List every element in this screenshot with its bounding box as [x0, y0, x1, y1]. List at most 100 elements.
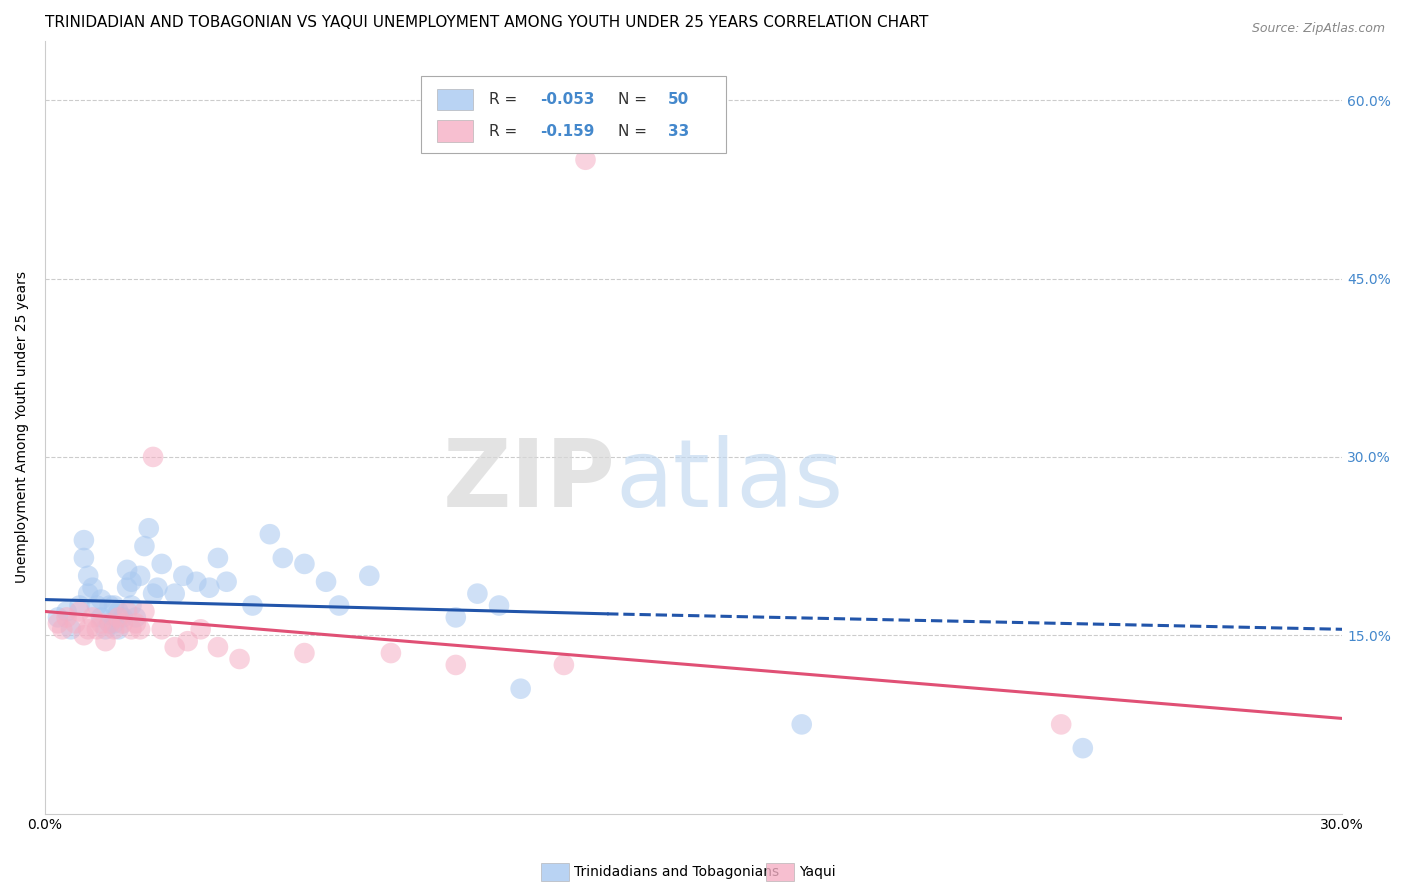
Text: Yaqui: Yaqui	[799, 865, 835, 880]
Text: R =: R =	[489, 92, 522, 107]
Point	[142, 587, 165, 601]
Point	[107, 622, 129, 636]
Point	[69, 604, 91, 618]
Point	[115, 581, 138, 595]
Point	[228, 652, 250, 666]
Point	[59, 622, 82, 636]
Point	[90, 616, 112, 631]
Text: R =: R =	[489, 124, 522, 139]
Point	[294, 646, 316, 660]
Point	[77, 587, 100, 601]
Point	[55, 604, 77, 618]
Point	[790, 717, 813, 731]
Point	[55, 610, 77, 624]
Point	[271, 551, 294, 566]
Point	[46, 610, 69, 624]
Point	[259, 527, 281, 541]
Point	[553, 657, 575, 672]
Point	[82, 610, 104, 624]
Point	[51, 622, 73, 636]
Point	[120, 574, 142, 589]
Point	[65, 616, 87, 631]
Point	[138, 521, 160, 535]
Point	[107, 604, 129, 618]
Point	[73, 551, 96, 566]
Point	[77, 569, 100, 583]
Point	[1071, 741, 1094, 756]
Text: -0.053: -0.053	[540, 92, 595, 107]
Point	[129, 569, 152, 583]
Point	[120, 599, 142, 613]
Point	[574, 153, 596, 167]
Text: 33: 33	[668, 124, 689, 139]
Point	[111, 616, 134, 631]
Bar	[437, 89, 472, 111]
Point	[77, 622, 100, 636]
Point	[125, 616, 148, 631]
Point	[207, 640, 229, 654]
Point	[90, 592, 112, 607]
Point	[444, 610, 467, 624]
Text: -0.159: -0.159	[540, 124, 595, 139]
Point	[186, 574, 208, 589]
Point	[69, 599, 91, 613]
Text: atlas: atlas	[616, 435, 844, 527]
Point	[98, 616, 121, 631]
Point	[163, 587, 186, 601]
Point	[98, 616, 121, 631]
Point	[103, 616, 125, 631]
Point	[129, 622, 152, 636]
Point	[82, 581, 104, 595]
Point	[46, 616, 69, 631]
Point	[115, 563, 138, 577]
Point	[380, 646, 402, 660]
Point	[294, 557, 316, 571]
Point	[176, 634, 198, 648]
Bar	[422, 76, 725, 153]
Point	[467, 587, 489, 601]
Point	[509, 681, 531, 696]
Point	[86, 622, 108, 636]
Point	[150, 622, 173, 636]
Point	[146, 581, 169, 595]
Point	[207, 551, 229, 566]
Text: Source: ZipAtlas.com: Source: ZipAtlas.com	[1251, 22, 1385, 36]
Point	[190, 622, 212, 636]
Point	[115, 604, 138, 618]
Point	[73, 533, 96, 548]
Text: ZIP: ZIP	[443, 435, 616, 527]
Point	[488, 599, 510, 613]
Point	[198, 581, 221, 595]
Point	[90, 610, 112, 624]
Point	[107, 610, 129, 624]
Point	[242, 599, 264, 613]
Point	[103, 599, 125, 613]
Point	[86, 599, 108, 613]
Point	[172, 569, 194, 583]
Point	[103, 622, 125, 636]
Text: N =: N =	[619, 92, 652, 107]
Point	[315, 574, 337, 589]
Point	[150, 557, 173, 571]
Point	[359, 569, 381, 583]
Point	[1050, 717, 1073, 731]
Point	[134, 604, 156, 618]
Text: N =: N =	[619, 124, 652, 139]
Text: TRINIDADIAN AND TOBAGONIAN VS YAQUI UNEMPLOYMENT AMONG YOUTH UNDER 25 YEARS CORR: TRINIDADIAN AND TOBAGONIAN VS YAQUI UNEM…	[45, 15, 928, 30]
Point	[142, 450, 165, 464]
Point	[120, 622, 142, 636]
Y-axis label: Unemployment Among Youth under 25 years: Unemployment Among Youth under 25 years	[15, 271, 30, 583]
Point	[94, 622, 117, 636]
Text: 50: 50	[668, 92, 689, 107]
Text: Trinidadians and Tobagonians: Trinidadians and Tobagonians	[574, 865, 779, 880]
Point	[73, 628, 96, 642]
Point	[94, 634, 117, 648]
Point	[444, 657, 467, 672]
Point	[125, 610, 148, 624]
Point	[163, 640, 186, 654]
Point	[111, 610, 134, 624]
Point	[328, 599, 350, 613]
Bar	[437, 120, 472, 142]
Point	[134, 539, 156, 553]
Point	[215, 574, 238, 589]
